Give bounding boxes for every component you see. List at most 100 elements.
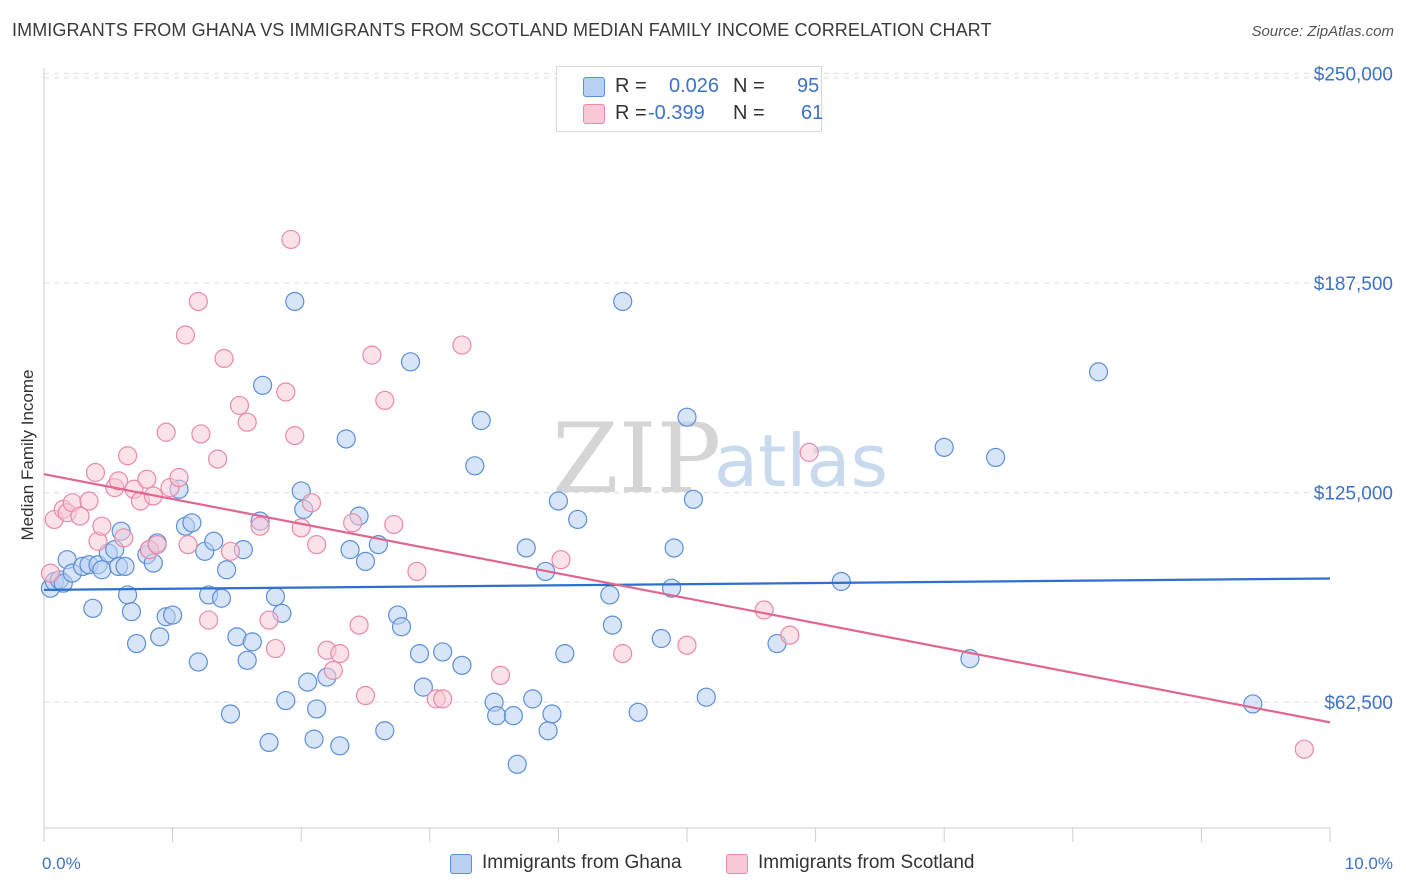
ghana-point (298, 672, 318, 692)
y-tick-label: $125,000 (1314, 484, 1393, 505)
ghana-point (503, 706, 523, 726)
ghana-point (538, 721, 558, 741)
ghana-point (831, 571, 851, 592)
ghana-point (452, 655, 472, 675)
ghana-point (664, 538, 684, 558)
ghana-point (523, 689, 543, 709)
legend-label-ghana: Immigrants from Ghana (482, 852, 682, 873)
scotland-point (330, 644, 350, 664)
scotland-point (407, 561, 427, 582)
ghana-point (220, 704, 241, 724)
legend-r-label: R = (615, 102, 647, 124)
y-tick-label: $250,000 (1314, 64, 1393, 85)
ghana-point (628, 702, 648, 722)
scotland-point (147, 535, 167, 555)
series-legend: Immigrants from Ghana Immigrants from Sc… (0, 852, 1406, 878)
chart-source: Source: ZipAtlas.com (1251, 23, 1394, 40)
ghana-point (471, 410, 491, 431)
ghana-point (265, 586, 286, 607)
ghana-point (487, 706, 507, 726)
trend-lines (43, 473, 1331, 724)
ghana-point (182, 513, 202, 533)
legend-n-value: 95 (797, 75, 820, 97)
ghana-point (217, 560, 237, 580)
scotland-point (169, 467, 189, 488)
legend-n-value: 61 (801, 102, 824, 124)
ghana-point (340, 540, 360, 560)
ghana-point (683, 489, 704, 509)
ghana-point (242, 632, 262, 652)
scotland-point (250, 516, 270, 536)
ghana-point (211, 588, 232, 608)
scotland-point (214, 348, 234, 369)
ghana-point (330, 736, 350, 756)
legend-r-value: -0.399 (648, 102, 705, 124)
ghana-point (285, 291, 305, 312)
axes (43, 68, 1331, 842)
x-tick-labels: 0.0% 10.0% (42, 854, 1393, 873)
ghana-point (548, 491, 569, 511)
ghana-point (934, 437, 954, 457)
ghana-point (304, 729, 324, 749)
legend-n-label: N = (733, 75, 765, 97)
scotland-point (307, 535, 327, 555)
ghana-point (126, 633, 147, 654)
scotland-point (229, 395, 250, 416)
ghana-point (92, 560, 112, 580)
scotland-point (199, 610, 219, 630)
scotland-point (301, 493, 322, 513)
scotland-point (70, 506, 90, 526)
legend-label-scotland: Immigrants from Scotland (758, 852, 975, 873)
scotland-point (375, 390, 395, 411)
scotland-point (276, 382, 296, 402)
gridlines (44, 72, 1394, 703)
ghana-point (336, 429, 356, 449)
scotland-point (799, 442, 819, 462)
scotland-point (1294, 739, 1314, 759)
ghana-point (253, 375, 273, 395)
x-tick-label: 0.0% (42, 854, 81, 873)
ghana-point (696, 687, 716, 707)
scotland-point (265, 638, 286, 659)
scotland-point (343, 513, 363, 533)
scotland-point (281, 229, 301, 250)
x-tick-label: 10.0% (1345, 854, 1393, 873)
legend-n-label: N = (733, 102, 765, 124)
ghana-point (1243, 694, 1263, 714)
scotland-point (92, 516, 112, 536)
ghana-point (391, 617, 412, 637)
ghana-point (413, 677, 433, 697)
ghana-point (307, 699, 327, 719)
ghana-point (568, 509, 588, 530)
ghana-point (83, 598, 103, 618)
scotland-point (237, 412, 257, 432)
scotland-trend-line (43, 473, 1331, 724)
ghana-point (600, 585, 620, 605)
ghana-point (150, 627, 170, 647)
ghana-point (465, 456, 485, 476)
scotland-point (85, 462, 106, 483)
scotland-swatch (726, 854, 748, 874)
scotland-point (551, 550, 571, 570)
ghana-point (375, 721, 395, 741)
scotland-point (137, 469, 157, 489)
ghana-point (651, 628, 671, 649)
scotland-point (108, 471, 129, 491)
ghana-point (355, 551, 376, 571)
y-tick-label: $187,500 (1314, 274, 1393, 295)
ghana-point (677, 407, 697, 427)
scotland-point (117, 446, 138, 466)
ghana-point (276, 690, 296, 711)
scotland-point (79, 491, 99, 511)
ghana-point (602, 615, 623, 635)
ghana-swatch (583, 77, 605, 97)
scotland-point (780, 625, 800, 645)
scotland-point (191, 424, 211, 444)
correlation-legend: R = 0.026 N = 95 R = -0.399 N = 61 (556, 66, 824, 132)
ghana-point (433, 642, 453, 662)
scotland-point (220, 541, 241, 561)
scotland-point (349, 615, 369, 635)
ghana-point (507, 754, 527, 774)
scotland-point (754, 600, 774, 620)
